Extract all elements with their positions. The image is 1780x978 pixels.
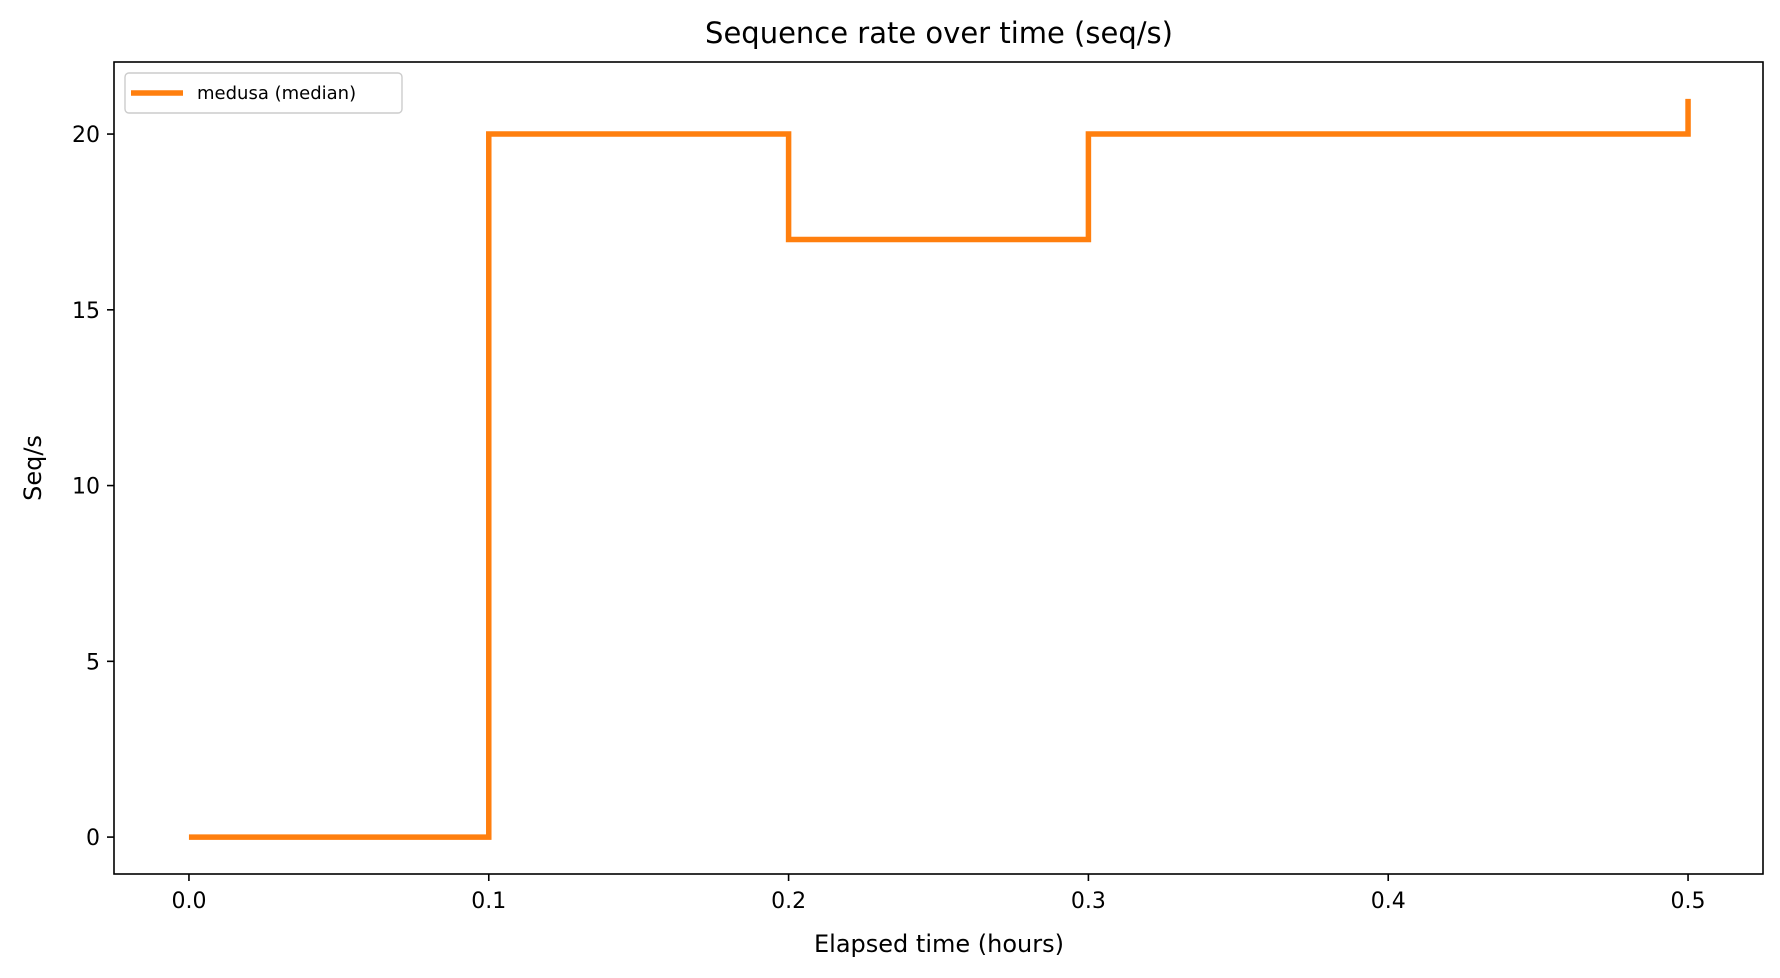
x-axis-label: Elapsed time (hours) bbox=[814, 930, 1064, 958]
y-tick-label: 20 bbox=[72, 123, 100, 148]
series-layer bbox=[188, 98, 1691, 840]
plot-area bbox=[114, 62, 1763, 874]
x-tick-label: 0.0 bbox=[171, 889, 206, 914]
chart-title: Sequence rate over time (seq/s) bbox=[705, 16, 1173, 50]
axes-frame bbox=[113, 61, 1764, 875]
y-axis-label: Seq/s bbox=[19, 435, 47, 501]
x-tick-label: 0.1 bbox=[471, 889, 506, 914]
legend-label-medusa-median: medusa (median) bbox=[197, 83, 356, 104]
x-tick-label: 0.5 bbox=[1671, 889, 1706, 914]
legend: medusa (median) bbox=[124, 72, 403, 114]
y-tick-label: 5 bbox=[86, 650, 100, 675]
x-tick-label: 0.2 bbox=[771, 889, 806, 914]
x-tick-label: 0.4 bbox=[1371, 889, 1406, 914]
legend-box bbox=[124, 72, 403, 114]
y-tick-label: 0 bbox=[86, 826, 100, 851]
y-tick-label: 10 bbox=[72, 475, 100, 500]
y-axis: 0 5 10 15 20 bbox=[72, 123, 114, 851]
series-line-medusa-median bbox=[188, 98, 1691, 840]
y-tick-label: 15 bbox=[72, 299, 100, 324]
x-tick-label: 0.3 bbox=[1071, 889, 1106, 914]
x-axis: 0.0 0.1 0.2 0.3 0.4 0.5 bbox=[171, 874, 1706, 914]
